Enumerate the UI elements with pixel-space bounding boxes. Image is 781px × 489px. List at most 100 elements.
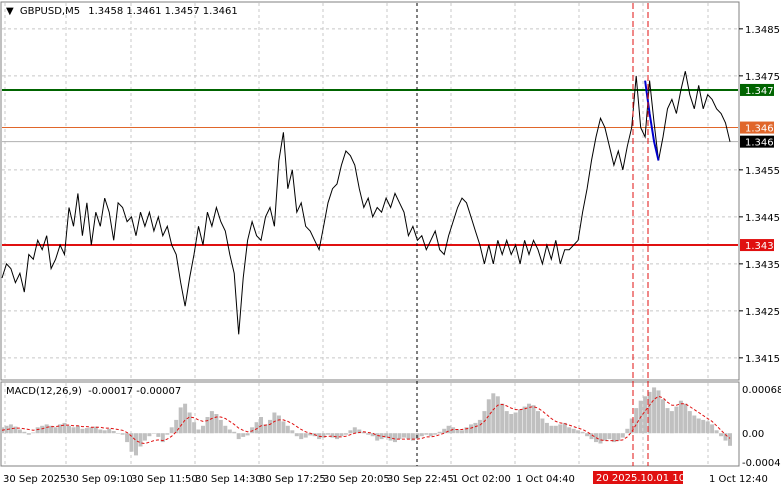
level-tag-orange xyxy=(740,121,774,134)
macd-bar xyxy=(13,426,18,434)
macd-bar xyxy=(540,418,545,434)
macd-bar xyxy=(656,390,661,434)
macd-bar xyxy=(406,433,411,440)
macd-bar xyxy=(397,433,402,440)
x-tick-label: 30 Sep 22:45 xyxy=(387,474,454,485)
macd-bar xyxy=(53,427,58,434)
macd-bar xyxy=(93,426,98,434)
level-tag-label: 1.3464 xyxy=(745,124,780,135)
macd-bar xyxy=(272,412,277,434)
current-price-tag xyxy=(740,135,774,148)
highlight-segment xyxy=(644,80,660,161)
macd-bar xyxy=(187,412,192,434)
macd-bar xyxy=(482,411,487,434)
macd-bar xyxy=(683,403,688,434)
macd-tick-label: 0.00068 xyxy=(742,385,781,396)
x-tick-label: 30 Sep 20:05 xyxy=(323,474,390,485)
macd-bar xyxy=(98,429,103,434)
macd-bar xyxy=(116,433,121,434)
macd-bar xyxy=(303,433,308,438)
macd-bar xyxy=(701,419,706,434)
price-axis: 1.3485 1.3475 1.3455 1.3445 1.3435 1.3425 1.34… xyxy=(739,25,780,365)
macd-bar xyxy=(326,433,330,435)
macd-bar xyxy=(500,403,505,434)
macd-bar xyxy=(125,433,130,443)
macd-bar xyxy=(71,427,76,434)
macd-bar xyxy=(174,419,179,434)
x-tick-label: 30 Sep 09:10 xyxy=(66,474,133,485)
macd-bar xyxy=(589,433,594,440)
macd-bar xyxy=(562,422,567,434)
price-line xyxy=(1,71,731,335)
macd-bar xyxy=(58,424,63,434)
macd-bar xyxy=(585,433,590,437)
macd-bar xyxy=(576,430,581,434)
macd-bar xyxy=(384,433,389,438)
macd-bar xyxy=(544,422,549,434)
macd-bar xyxy=(553,425,558,434)
y-tick-label: 1.3475 xyxy=(745,72,780,83)
macd-bar xyxy=(178,407,183,434)
macd-bar xyxy=(366,433,371,435)
macd-bar xyxy=(160,433,165,443)
y-tick-label: 1.3455 xyxy=(745,166,780,177)
macd-bar xyxy=(460,430,464,434)
macd-bar xyxy=(531,405,536,434)
macd-bar xyxy=(598,433,603,444)
macd-bar xyxy=(522,406,527,434)
macd-bar xyxy=(330,433,335,438)
macd-bar xyxy=(527,403,531,434)
x-tick-label: 30 Sep 11:50 xyxy=(131,474,198,485)
macd-bar xyxy=(669,411,674,434)
macd-values: -0.00017 -0.00007 xyxy=(88,386,181,397)
y-tick-label: 1.3485 xyxy=(745,25,780,36)
macd-bar xyxy=(147,433,152,437)
macd-bar xyxy=(205,417,210,434)
macd-bar xyxy=(571,428,576,434)
macd-bar xyxy=(433,433,438,435)
macd-bar xyxy=(4,425,9,434)
macd-bar xyxy=(241,433,246,437)
macd-bar xyxy=(245,433,250,436)
macd-bar xyxy=(151,433,156,434)
macd-bar xyxy=(455,429,460,434)
macd-bar xyxy=(375,433,380,441)
y-tick-label: 1.3435 xyxy=(745,260,780,271)
macd-bar xyxy=(138,433,143,447)
macd-bar xyxy=(424,433,429,435)
macd-bar xyxy=(393,433,397,443)
x-tick-label: 30 Sep 17:25 xyxy=(259,474,326,485)
macd-bar xyxy=(26,433,31,435)
level-tag-label: 1.3472 xyxy=(745,86,780,97)
ohlc-values: 1.3458 1.3461 1.3457 1.3461 xyxy=(88,6,238,17)
macd-bar xyxy=(442,428,447,434)
macd-bar xyxy=(84,428,89,434)
macd-bar xyxy=(75,425,80,434)
macd-bar xyxy=(107,428,112,434)
macd-bar xyxy=(165,433,170,435)
down-arrow-icon: ▼ xyxy=(6,6,14,17)
macd-bar xyxy=(214,414,219,434)
price-level-lines xyxy=(2,88,738,247)
macd-bar xyxy=(352,427,357,434)
macd-bar xyxy=(558,424,563,434)
macd-bar xyxy=(469,424,473,434)
macd-bar xyxy=(674,406,679,434)
macd-bar xyxy=(259,417,263,434)
macd-bar xyxy=(719,433,724,437)
macd-bar xyxy=(357,429,362,434)
macd-bar xyxy=(102,430,107,434)
macd-bar xyxy=(611,433,616,443)
level-tag-label: 1.3439 xyxy=(745,241,780,252)
y-tick-label: 1.3425 xyxy=(745,307,780,318)
macd-bar xyxy=(89,427,94,434)
level-tags: 1.3472 1.3464 1.3439 1.3461 xyxy=(740,83,780,252)
macd-bar xyxy=(643,396,648,434)
macd-bar xyxy=(142,433,147,441)
macd-bar xyxy=(723,433,728,441)
macd-bar xyxy=(607,433,612,440)
macd-bar xyxy=(696,418,701,434)
macd-panel-frame xyxy=(0,381,740,467)
macd-bar xyxy=(594,433,598,443)
macd-bar xyxy=(62,422,67,434)
